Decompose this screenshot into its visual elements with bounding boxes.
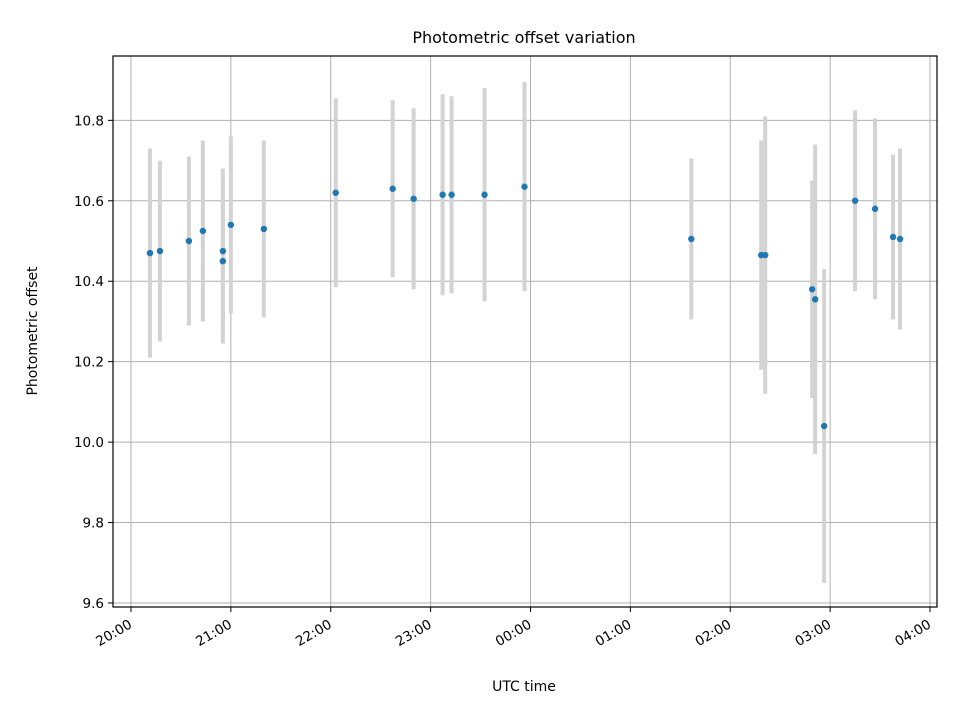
- data-point: [146, 249, 154, 257]
- data-point: [227, 221, 235, 229]
- data-point: [808, 286, 816, 293]
- data-point: [185, 237, 193, 245]
- x-tick-label: 20:00: [93, 617, 135, 650]
- x-tick-label: 00:00: [493, 617, 535, 650]
- y-tick-label: 10.8: [74, 113, 104, 129]
- data-point: [219, 247, 227, 255]
- data-point: [762, 251, 769, 259]
- data-point: [332, 189, 339, 196]
- x-tick-label: 22:00: [293, 617, 335, 650]
- x-tick-label: 02:00: [693, 617, 735, 650]
- data-point: [156, 247, 164, 255]
- y-tick-label: 10.6: [74, 194, 104, 210]
- x-tick-label: 04:00: [892, 617, 934, 650]
- data-point: [521, 183, 528, 190]
- data-point: [688, 235, 695, 243]
- data-point: [260, 225, 268, 233]
- error-bars: [147, 82, 903, 583]
- data-point: [851, 197, 859, 204]
- data-point: [481, 191, 488, 198]
- y-tick-label: 10.4: [74, 274, 104, 290]
- x-tick-label: 23:00: [393, 617, 435, 650]
- data-point: [389, 185, 396, 192]
- data-point: [219, 257, 227, 265]
- y-tick-label: 9.6: [83, 596, 104, 612]
- y-tick-label: 10.2: [74, 355, 104, 371]
- data-point: [889, 233, 897, 241]
- data-point: [439, 191, 446, 198]
- data-point: [410, 195, 417, 202]
- data-points: [146, 183, 904, 430]
- data-point: [811, 296, 819, 303]
- y-axis-label: Photometric offset: [25, 266, 41, 396]
- data-point: [820, 422, 828, 430]
- x-tick-label: 03:00: [792, 617, 834, 650]
- data-point: [896, 235, 904, 243]
- x-tick-label: 21:00: [193, 617, 235, 650]
- y-tick-label: 10.0: [74, 435, 104, 451]
- chart-title: Photometric offset variation: [412, 28, 635, 47]
- x-tick-label: 01:00: [593, 617, 635, 650]
- plot-frame: [112, 55, 938, 608]
- y-tick-label: 9.8: [83, 516, 104, 532]
- data-point: [871, 205, 879, 213]
- x-axis-label: UTC time: [492, 679, 556, 695]
- data-point: [448, 191, 455, 198]
- data-point: [199, 227, 207, 235]
